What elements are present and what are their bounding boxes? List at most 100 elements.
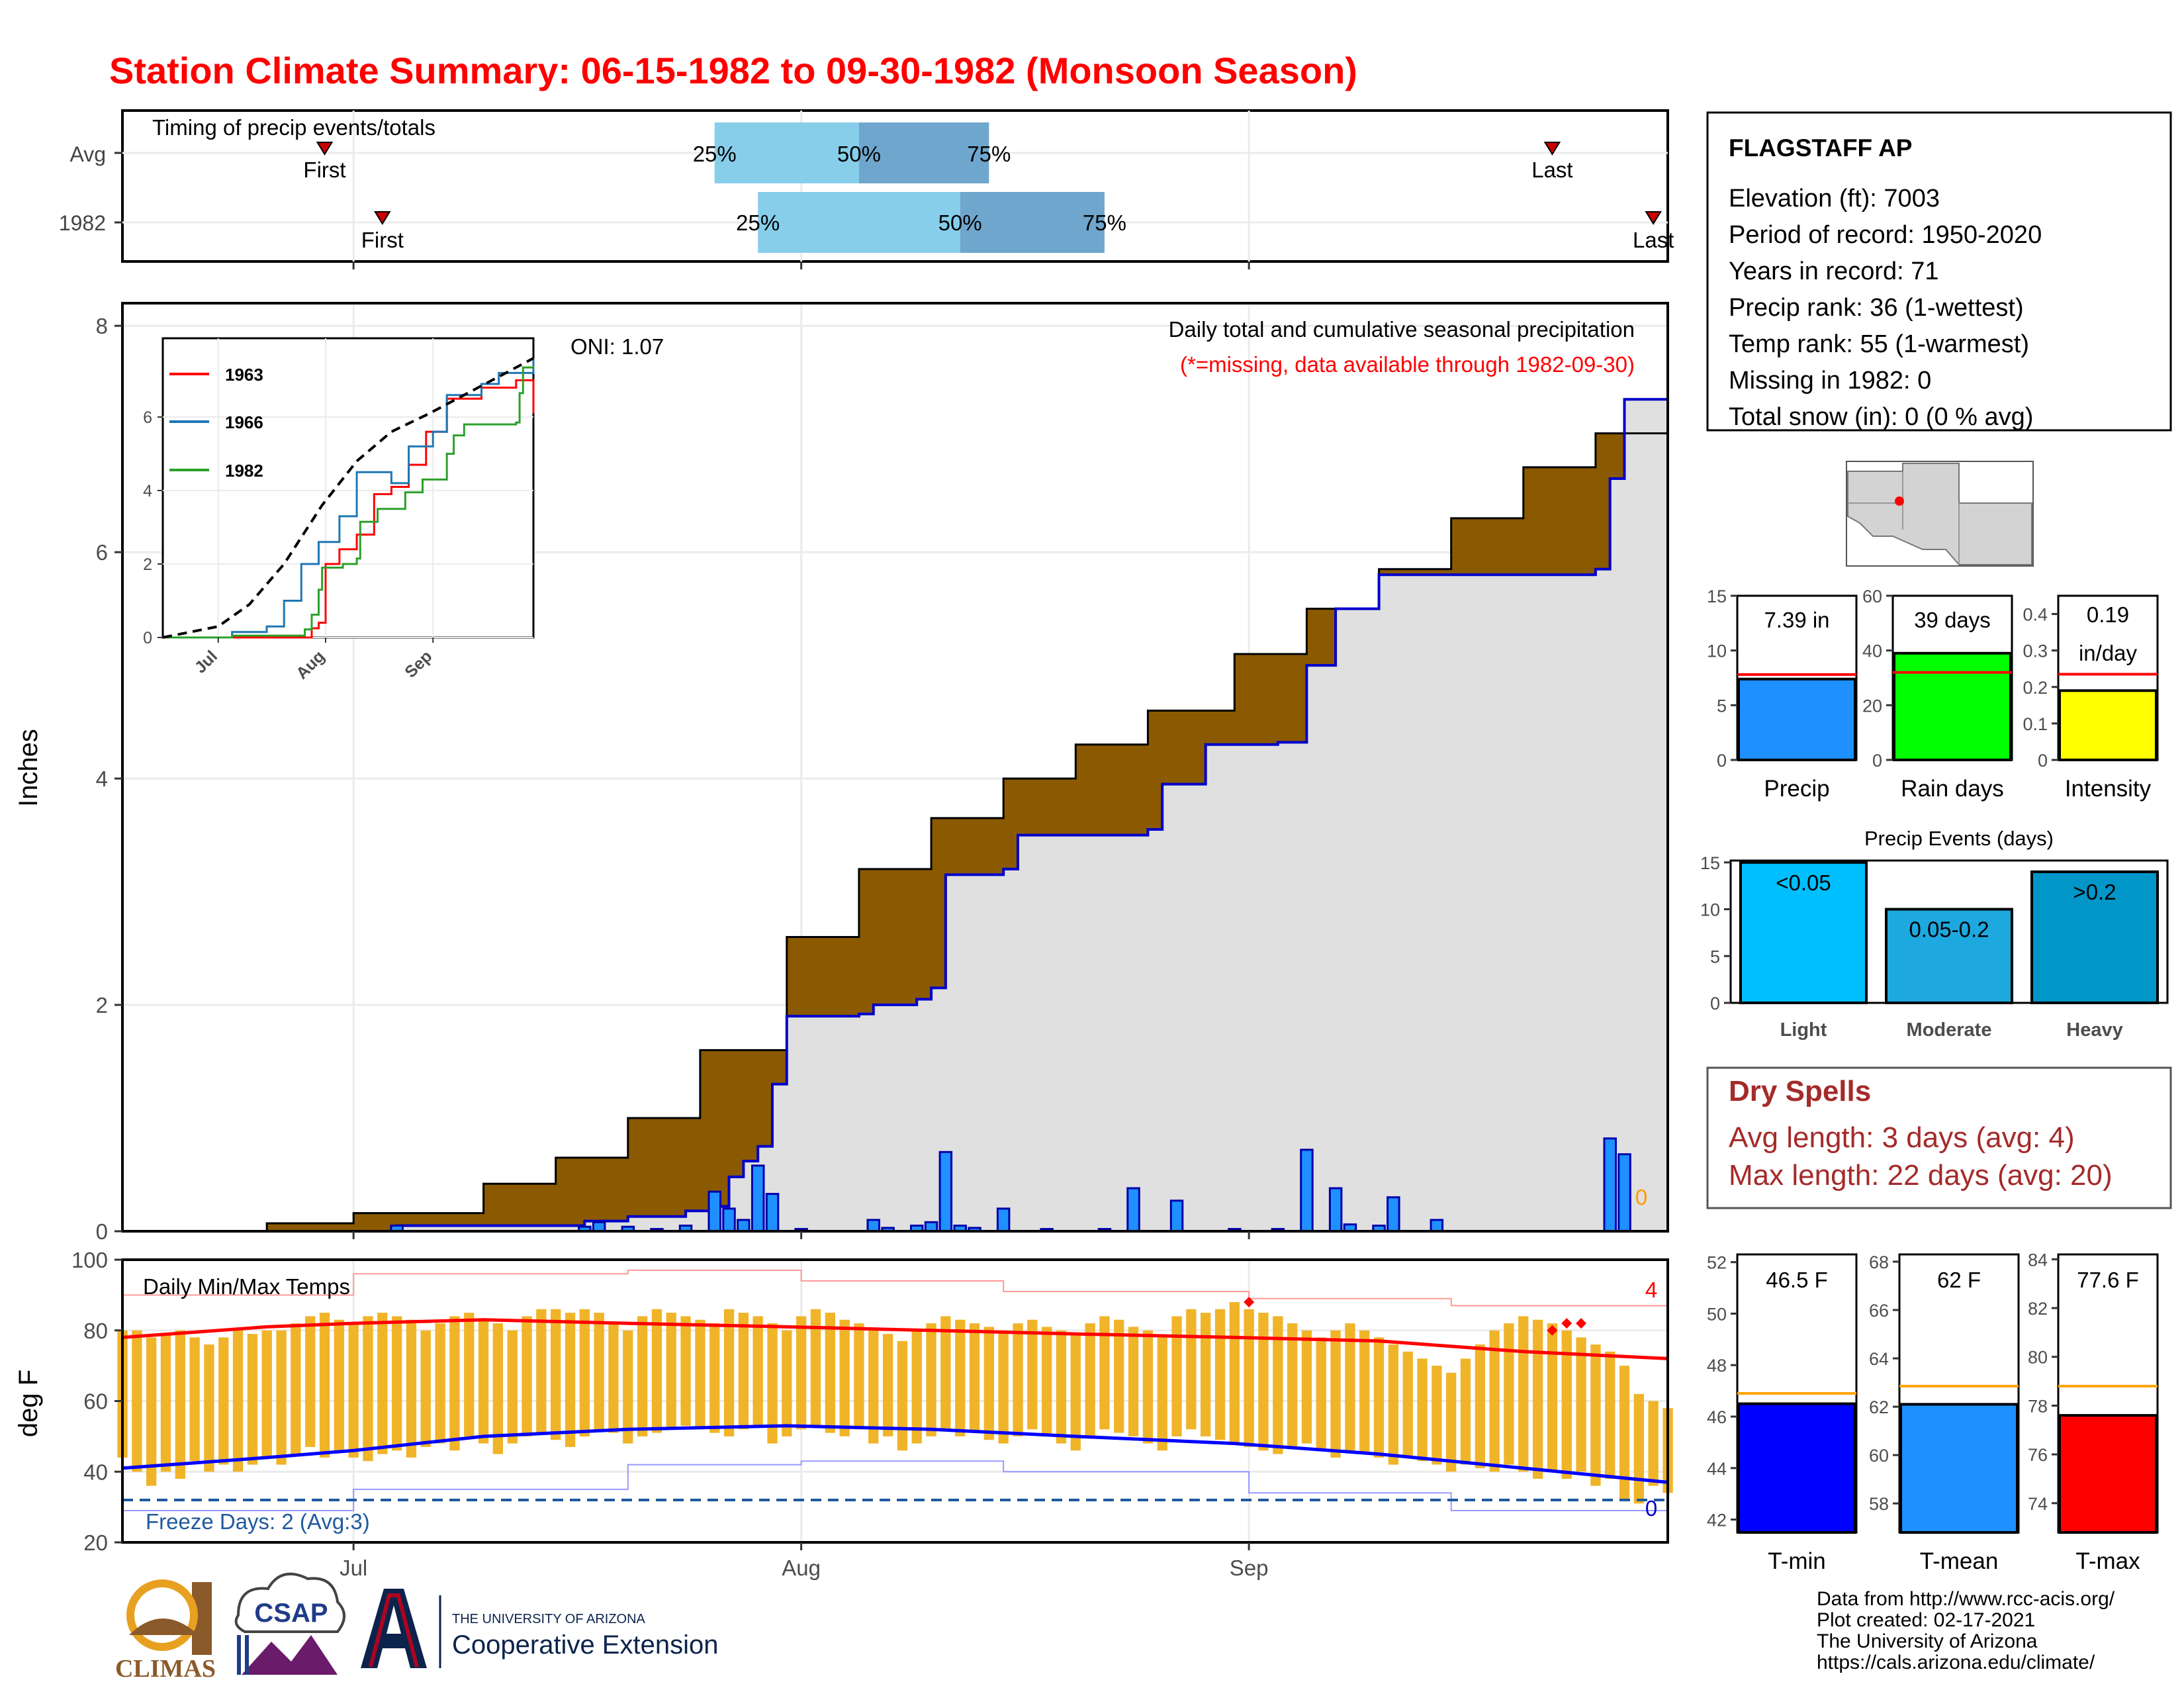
temp-range-bar [420,1330,431,1447]
temp-range-bar [825,1313,835,1433]
temp-range-bar [1561,1330,1572,1479]
temp-range-bar [839,1319,850,1436]
panel-y-tick-label: 0.4 [2023,605,2048,625]
temp-range-bar [276,1330,287,1465]
timing-last-label-avg: Last [1531,158,1572,182]
temp-range-bar [1402,1351,1413,1458]
temp-range-bar [305,1316,316,1447]
temp-range-bar [204,1344,214,1472]
dry-spells-frame [1706,1066,2172,1209]
temp-range-bar [1619,1366,1630,1500]
uofa-logo-a [361,1589,427,1668]
temp-range-bar [464,1313,475,1436]
inset-y-tick-label: 2 [143,555,152,574]
panel-y-tick-label: 0 [2038,751,2048,771]
temp-range-bar [1432,1366,1442,1465]
record-high-marker [1576,1318,1587,1329]
precip-y-tick-label: 4 [96,767,108,791]
record-high-marker [1561,1318,1572,1329]
climas-logo: CLIMAS [115,1579,216,1683]
events-y-tick-label: 5 [1710,947,1720,966]
temp-range-bar [868,1330,879,1444]
precip-y-tick-label: 6 [96,540,108,565]
panel-y-tick-label: 58 [1869,1494,1889,1514]
temp-range-bar [1085,1323,1095,1436]
station-snow: Total snow (in): 0 (0 % avg) [1729,403,2033,431]
temp-range-bar [522,1316,532,1436]
panel-name: T-min [1768,1548,1826,1574]
temp-range-bar [955,1319,966,1436]
panel-value-label: 77.6 F [2077,1268,2139,1292]
temp-chart-title: Daily Min/Max Temps [143,1274,350,1299]
station-missing: Missing in 1982: 0 [1729,367,1931,395]
panel-y-tick-label: 0 [1717,751,1727,771]
panel-y-tick-label: 76 [2028,1445,2048,1465]
freeze-days-label: Freeze Days: 2 (Avg:3) [146,1509,370,1534]
precip-daily-bar [722,1207,736,1233]
temp-range-bar [940,1316,951,1430]
events-bar-label: <0.05 [1776,870,1831,895]
dry-spells-max: Max length: 22 days (avg: 20) [1729,1159,2113,1192]
timing-first-marker [374,211,391,225]
temp-range-bar [1013,1323,1023,1436]
precip-daily-bar [1617,1153,1631,1233]
precip-axes: 0 2 4 6 8 [96,314,1250,1244]
panel-y-tick-label: 46 [1707,1407,1727,1427]
inset-series-line-1982 [163,365,535,639]
temp-range-bar [1460,1358,1471,1465]
temp-range-bar [1489,1330,1500,1472]
temp-range-bar [666,1313,676,1430]
oni-value: ONI: 1.07 [570,334,664,359]
temp-range-bar [132,1330,142,1472]
station-period: Period of record: 1950-2020 [1729,221,2042,249]
panel-name: T-mean [1920,1548,1999,1574]
temp-range-bar [897,1340,908,1451]
precip-observed-cumulative-area [122,395,1668,1231]
temp-range-bar [810,1309,821,1426]
temp-range-bar [782,1330,792,1436]
uofa-logo: THE UNIVERSITY OF ARIZONA Cooperative Ex… [361,1589,718,1668]
panel-value-bar [1737,1402,1856,1534]
temp-range-bar [1287,1323,1298,1447]
temp-range-bar [1590,1344,1601,1486]
temp-range-bar [1244,1309,1254,1447]
record-high-line [122,1270,1668,1320]
precip-observed-cumulative-line [122,395,1669,1233]
temp-range-bar [1114,1319,1124,1433]
panel-y-tick-label: 48 [1707,1356,1727,1376]
temp-range-bar [392,1316,402,1451]
temp-range-bar [1504,1323,1514,1465]
timing-panel: Timing of precip events/totals Avg 1982 … [59,109,1674,269]
panel-y-tick-label: 60 [1869,1446,1889,1466]
temp-range-bar [551,1309,561,1440]
panel-y-tick-label: 80 [2028,1348,2048,1368]
precip-daily-bar [924,1221,938,1233]
panel-name: Rain days [1901,776,2004,802]
timing-bar-q25-q50 [758,192,960,253]
temp-range-bar [723,1309,735,1436]
temp-range-bar [1070,1334,1081,1451]
temp-range-bar [1128,1327,1139,1436]
record-high-marker [1244,1297,1255,1308]
temp-y-tick-label: 60 [83,1389,108,1414]
legend-label-1982: 1982 [225,461,263,481]
precip-events-title: Precip Events (days) [1864,827,2054,850]
panel-y-tick-label: 60 [1862,586,1882,606]
temp-range-bar [1229,1302,1240,1444]
temp-range-bar [911,1330,922,1444]
climas-logo-emblem [126,1579,198,1651]
precip-daily-bar [1430,1219,1444,1233]
inset-series-line-1966 [163,358,535,639]
locator-map [1846,461,2034,567]
temp-range-bar [1417,1358,1428,1462]
credit-university: The University of Arizona [1817,1630,2038,1652]
temp-range-bar [623,1330,633,1444]
temp-x-tick-label: Sep [1230,1556,1269,1580]
temp-axes: 20 40 60 80 100 Jul Aug Sep [71,1248,1269,1580]
temp-range-bar [1345,1323,1355,1451]
events-bar-label: >0.2 [2073,880,2116,904]
timing-bar-q50-q75 [858,122,989,183]
panel-y-tick-label: 0.1 [2023,714,2048,734]
timing-last-marker [1645,211,1662,225]
temp-range-bar [796,1316,807,1430]
